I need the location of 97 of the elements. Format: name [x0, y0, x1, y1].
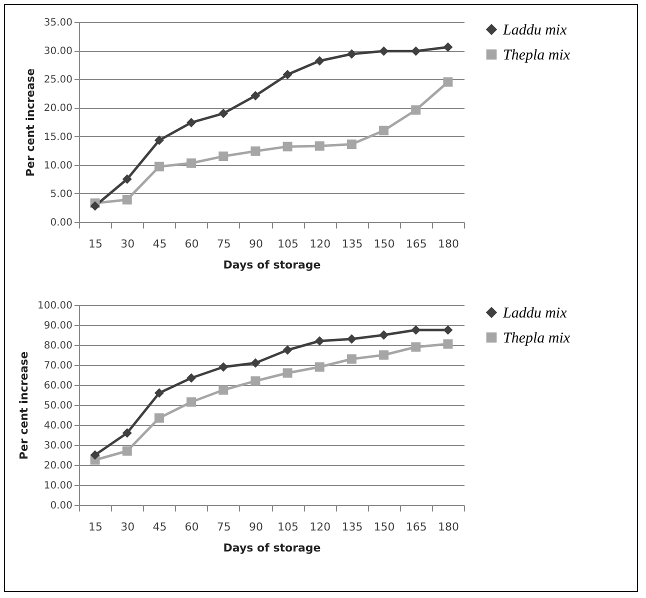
x-tick-label: 120	[310, 520, 331, 534]
x-tick-label: 150	[374, 238, 395, 250]
point	[218, 108, 228, 118]
point	[379, 350, 389, 360]
point	[186, 158, 196, 168]
point	[154, 413, 164, 423]
point	[379, 126, 389, 136]
point	[379, 330, 389, 340]
point	[90, 450, 100, 460]
point	[411, 46, 421, 56]
point	[186, 118, 196, 128]
x-tick-label: 135	[342, 520, 363, 534]
y-tick-label: 0.00	[50, 500, 72, 512]
x-tick-label: 180	[438, 238, 459, 250]
point	[314, 56, 324, 66]
y-tick-label: 20.00	[44, 103, 72, 114]
point	[282, 345, 292, 355]
y-tick-label: 15.00	[44, 132, 72, 143]
y-tick-label: 10.00	[44, 480, 72, 492]
x-axis-title: Days of storage	[223, 258, 321, 272]
point	[346, 140, 356, 150]
y-axis-title: Per cent increase	[24, 68, 37, 177]
y-tick-label: 35.00	[44, 18, 72, 28]
point	[218, 362, 228, 372]
x-tick-label: 60	[184, 520, 199, 534]
y-tick-label: 30.00	[44, 440, 72, 452]
point	[154, 162, 164, 172]
x-tick-label: 30	[120, 238, 135, 250]
x-tick-label: 30	[120, 520, 135, 534]
x-tick-label: 105	[278, 520, 299, 534]
point	[218, 152, 228, 162]
x-tick-label: 180	[438, 520, 459, 534]
x-tick-label: 75	[216, 520, 231, 534]
point	[443, 42, 453, 52]
y-tick-label: 90.00	[44, 320, 72, 332]
x-tick-label: 135	[342, 238, 363, 250]
x-tick-label: 150	[374, 520, 395, 534]
point	[346, 49, 356, 59]
point	[186, 397, 196, 407]
point	[90, 201, 100, 211]
point	[314, 141, 324, 151]
x-tick-label: 45	[152, 238, 167, 250]
x-tick-label: 90	[248, 520, 263, 534]
x-tick-label: 165	[406, 238, 427, 250]
point	[443, 325, 453, 335]
x-tick-label: 45	[152, 520, 167, 534]
y-tick-label: 100.00	[38, 300, 72, 312]
y-tick-label: 25.00	[44, 74, 72, 86]
point	[186, 373, 196, 383]
legend-label: Laddu mix	[502, 22, 568, 38]
point	[411, 342, 421, 352]
legend-label: Laddu mix	[502, 306, 568, 322]
point	[282, 368, 292, 378]
point	[122, 194, 132, 204]
x-tick-label: 15	[88, 520, 103, 534]
point	[379, 46, 389, 56]
point	[250, 90, 260, 100]
point	[250, 146, 260, 156]
y-tick-label: 0.00	[50, 218, 72, 228]
point	[314, 362, 324, 372]
y-tick-label: 80.00	[44, 340, 72, 352]
point	[346, 354, 356, 364]
y-tick-label: 50.00	[44, 400, 72, 412]
point	[346, 334, 356, 344]
legend-label: Thepla mix	[503, 48, 570, 64]
x-tick-label: 105	[278, 238, 299, 250]
point	[411, 105, 421, 115]
point	[282, 142, 292, 152]
point	[250, 376, 260, 386]
y-tick-label: 5.00	[50, 188, 72, 200]
y-tick-label: 10.00	[44, 160, 72, 172]
point	[122, 174, 132, 184]
point	[122, 428, 132, 438]
y-tick-label: 40.00	[44, 420, 72, 432]
y-tick-label: 70.00	[44, 360, 72, 372]
y-axis-title: Per cent increase	[18, 351, 31, 460]
point	[250, 358, 260, 368]
x-tick-label: 75	[216, 238, 231, 250]
x-axis-title: Days of storage	[223, 542, 321, 554]
x-tick-label: 90	[248, 238, 263, 250]
x-tick-label: 165	[406, 520, 427, 534]
point	[154, 388, 164, 398]
point	[411, 325, 421, 335]
y-tick-label: 30.00	[44, 46, 72, 58]
x-tick-label: 60	[184, 238, 199, 250]
point	[154, 136, 164, 146]
x-tick-label: 15	[88, 238, 103, 250]
y-tick-label: 20.00	[44, 460, 72, 472]
x-tick-label: 120	[310, 238, 331, 250]
point	[314, 336, 324, 346]
point	[282, 70, 292, 80]
y-tick-label: 60.00	[44, 380, 72, 392]
point	[218, 385, 228, 395]
point	[443, 339, 453, 349]
legend-label: Thepla mix	[503, 330, 570, 346]
point	[122, 446, 132, 456]
point	[443, 77, 453, 87]
